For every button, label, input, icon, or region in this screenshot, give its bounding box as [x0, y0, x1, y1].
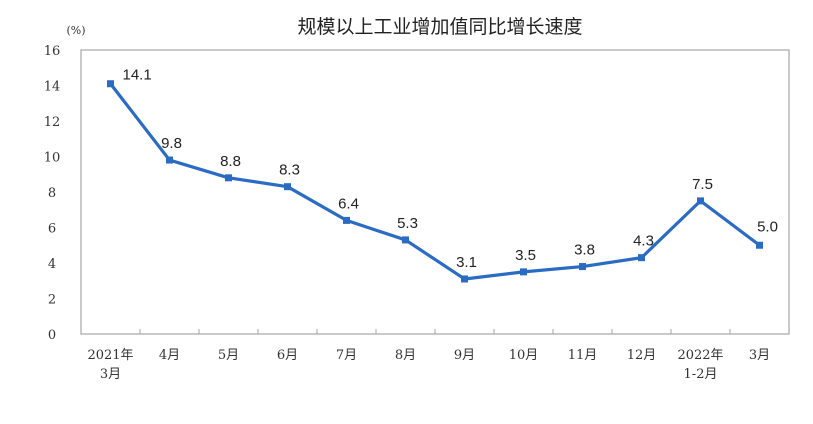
data-point-marker: [579, 263, 586, 271]
data-point-marker: [166, 156, 173, 164]
x-tick-label: 2022年: [677, 348, 723, 363]
data-point-marker: [756, 241, 763, 249]
data-label: 3.8: [574, 242, 595, 259]
data-markers: [107, 80, 763, 283]
data-label: 4.3: [633, 233, 654, 250]
x-tick-label: 9月: [454, 348, 475, 363]
y-tick-label: 4: [48, 257, 56, 272]
y-tick-label: 16: [44, 44, 61, 59]
data-label: 3.1: [456, 254, 477, 271]
data-point-marker: [284, 183, 291, 191]
data-point-marker: [107, 80, 114, 88]
x-tick-label: 4月: [159, 348, 180, 363]
chart-title: 规模以上工业增加值同比增长速度: [297, 16, 582, 38]
data-point-marker: [402, 236, 409, 244]
y-axis: 0 2 4 6 8 10 12 14 16: [44, 44, 61, 343]
y-tick-label: 6: [48, 222, 56, 237]
x-tick-label: 8月: [395, 348, 416, 363]
data-point-marker: [697, 197, 704, 205]
x-tick-label: 3月: [749, 348, 770, 363]
x-tick-label: 10月: [509, 348, 539, 363]
series-line: [109, 82, 761, 281]
data-point-marker: [225, 174, 232, 182]
x-tick-label: 7月: [336, 348, 357, 363]
data-labels: 14.1 9.8 8.8 8.3 6.4 5.3 3.1 3.5 3.8 4.3 7.5 5.0: [123, 67, 778, 271]
data-label: 5.3: [397, 215, 418, 232]
x-axis: 2021年 3月 4月 5月 6月 7月 8月 9月 10月 11月 12月 2022年 1-2月 3月: [87, 329, 770, 382]
data-label: 9.8: [161, 135, 182, 152]
x-tick-label: 2021年: [87, 348, 133, 363]
x-tick-label: 12月: [627, 348, 657, 363]
y-tick-label: 2: [48, 293, 56, 308]
data-label: 8.8: [220, 153, 241, 170]
x-tick-label: 6月: [277, 348, 298, 363]
data-label: 6.4: [338, 195, 359, 212]
data-label: 7.5: [692, 176, 713, 193]
x-tick-label: 1-2月: [684, 367, 718, 382]
data-point-marker: [638, 254, 645, 262]
y-axis-unit: (%): [66, 24, 85, 37]
data-label: 5.0: [757, 218, 778, 235]
y-tick-label: 10: [44, 151, 61, 166]
y-tick-label: 12: [44, 115, 61, 130]
x-tick-label: 3月: [100, 367, 121, 382]
data-point-marker: [343, 216, 350, 224]
y-tick-label: 14: [44, 80, 61, 95]
x-tick-label: 5月: [218, 348, 239, 363]
plot-frame: [80, 49, 790, 335]
data-point-marker: [461, 275, 468, 283]
y-tick-label: 8: [48, 186, 56, 201]
y-tick-label: 0: [48, 328, 56, 343]
data-label: 3.5: [515, 247, 536, 264]
data-label: 8.3: [279, 162, 300, 179]
data-point-marker: [520, 268, 527, 276]
data-label: 14.1: [123, 67, 152, 84]
x-tick-label: 11月: [568, 348, 598, 363]
